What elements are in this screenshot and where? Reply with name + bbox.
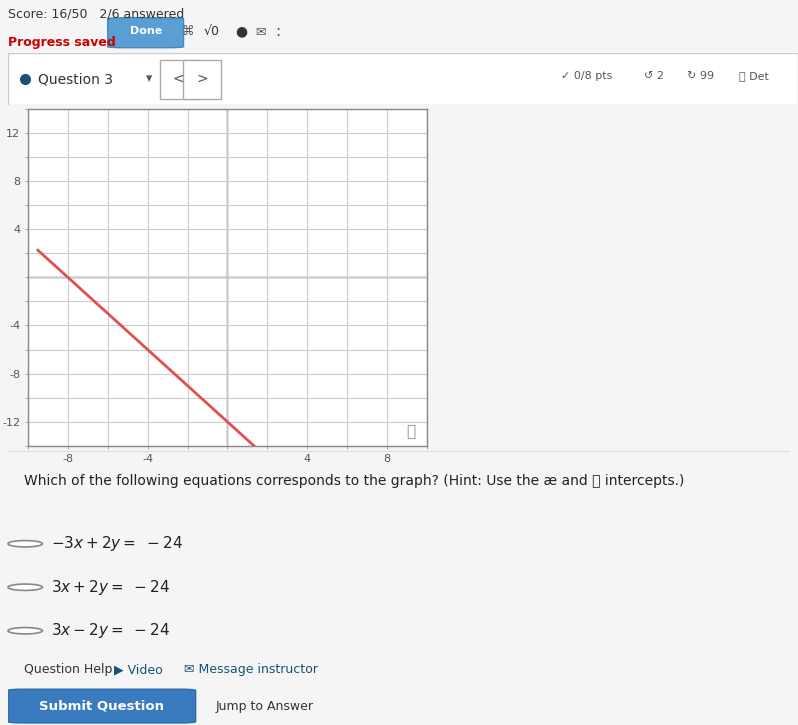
Text: ⓘ Det: ⓘ Det (739, 72, 768, 81)
Text: ↺ 2: ↺ 2 (644, 72, 664, 81)
Text: ⌘: ⌘ (182, 25, 195, 38)
Text: ✉ Message instructor: ✉ Message instructor (184, 663, 318, 676)
Text: ⧉: ⧉ (406, 424, 415, 439)
Text: ▶ Video: ▶ Video (113, 663, 162, 676)
Text: ▾: ▾ (146, 72, 152, 86)
FancyBboxPatch shape (160, 59, 198, 99)
Text: Score: 16/50   2/6 answered: Score: 16/50 2/6 answered (8, 8, 184, 20)
Text: $3x + 2y =\ -24$: $3x + 2y =\ -24$ (51, 578, 170, 597)
FancyBboxPatch shape (8, 689, 196, 723)
Text: Submit Question: Submit Question (39, 700, 164, 713)
FancyBboxPatch shape (8, 53, 798, 105)
Text: Question 3: Question 3 (38, 72, 113, 86)
Text: √0: √0 (203, 25, 219, 38)
Text: $3x - 2y =\ -24$: $3x - 2y =\ -24$ (51, 621, 170, 640)
Text: $-3x + 2y =\ -24$: $-3x + 2y =\ -24$ (51, 534, 183, 553)
Circle shape (8, 584, 42, 590)
Circle shape (8, 541, 42, 547)
Text: Jump to Answer: Jump to Answer (215, 700, 314, 713)
Text: <: < (173, 72, 184, 86)
Text: Question Help:: Question Help: (24, 663, 117, 676)
Text: :: : (275, 24, 280, 39)
Text: Done: Done (129, 27, 162, 36)
Circle shape (8, 628, 42, 634)
Text: ✉: ✉ (255, 25, 266, 38)
FancyBboxPatch shape (108, 18, 184, 48)
Text: ✓ 0/8 pts: ✓ 0/8 pts (561, 72, 612, 81)
Text: ●: ● (235, 25, 247, 38)
Text: Progress saved: Progress saved (8, 36, 116, 49)
FancyBboxPatch shape (184, 59, 221, 99)
Text: Which of the following equations corresponds to the graph? (Hint: Use the æ and : Which of the following equations corresp… (24, 473, 684, 488)
Text: >: > (196, 72, 208, 86)
Text: ↻ 99: ↻ 99 (687, 72, 714, 81)
